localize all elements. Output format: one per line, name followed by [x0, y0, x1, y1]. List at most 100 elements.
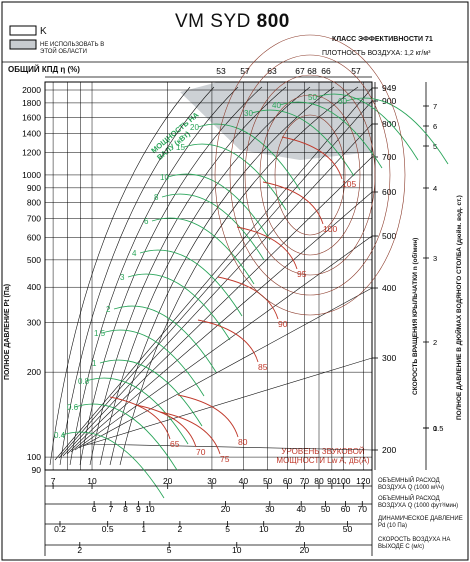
system-curve — [109, 86, 335, 466]
y-tick-label: 200 — [27, 367, 41, 377]
y-tick-label: 300 — [27, 317, 41, 327]
power-curve — [251, 109, 355, 177]
y-tick-label: 1400 — [22, 129, 41, 139]
x-tick-label: 1 — [141, 524, 146, 534]
inch-tick-label: 6 — [433, 122, 437, 131]
y-tick-label: 900 — [27, 183, 41, 193]
power-value-label: 0.6 — [67, 403, 79, 412]
x-tick-label: 50 — [263, 476, 273, 486]
y-tick-label: 700 — [27, 214, 41, 224]
power-curve — [345, 97, 449, 165]
power-curve — [101, 329, 205, 397]
efficiency-tick-label: 63 — [267, 66, 277, 76]
sound-curve — [197, 319, 259, 363]
efficiency-class: КЛАСС ЭФФЕКТИВНОСТИ 71 — [332, 36, 433, 43]
x-tick-label: 90 — [327, 476, 337, 486]
x-axis-label-2: ДИНАМИЧЕСКОЕ ДАВЛЕНИЕ Pd (10 Па) — [378, 516, 463, 529]
y-tick-label: 1000 — [22, 170, 41, 180]
power-value-label: 20 — [190, 123, 199, 132]
x-tick-label: 10 — [145, 504, 155, 514]
power-value-label: 0.8 — [78, 377, 90, 386]
system-curve — [49, 86, 191, 466]
legend-k-label: K — [40, 26, 47, 37]
legend-not-used-swatch — [9, 39, 37, 50]
system-curve — [79, 86, 263, 466]
speed-line — [58, 100, 373, 459]
inch-tick-label: 3 — [433, 254, 437, 263]
x-tick-label: 30 — [265, 504, 275, 514]
x-tick-label: 7 — [109, 504, 114, 514]
speed-tick-label: 900 — [382, 96, 396, 106]
power-curve — [139, 249, 243, 317]
x-tick-label: 5 — [167, 545, 172, 555]
legend-k-swatch — [9, 25, 37, 36]
x-axis-label-1: ОБЪЕМНЫЙ РАСХОД ВОЗДУХА Q (1000 фут³/мин… — [378, 496, 459, 509]
sound-value-label: 65 — [170, 439, 180, 449]
inch-tick-label: 1 — [433, 424, 437, 433]
speed-line — [82, 357, 373, 447]
x-tick-label: 20 — [221, 504, 231, 514]
x-tick-label: 6 — [92, 504, 97, 514]
x-tick-label: 30 — [207, 476, 217, 486]
inch-tick-label: 0.5 — [433, 424, 443, 433]
power-value-label: 1 — [92, 359, 97, 368]
sound-curve — [135, 404, 197, 448]
power-curve — [197, 123, 301, 191]
x-tick-label: 20 — [163, 476, 173, 486]
inch-tick-label: 7 — [433, 102, 437, 111]
sound-value-label: 75 — [220, 454, 230, 464]
power-curve — [315, 93, 419, 161]
sound-value-label: 70 — [196, 447, 206, 457]
air-density: ПЛОТНОСТЬ ВОЗДУХА: 1,2 кг/м³ — [322, 50, 431, 57]
speed-line — [62, 123, 373, 457]
speed-line — [54, 87, 373, 461]
power-curve — [167, 173, 271, 241]
power-value-label: 6 — [144, 217, 149, 226]
legend-not-used-label: НЕ ИСПОЛЬЗОВАТЬ В ЭТОЙ ОБЛАСТИ — [40, 42, 105, 55]
x-tick-label: 40 — [239, 476, 249, 486]
chart-title: VM SYD 800 — [175, 11, 290, 32]
power-curve — [85, 377, 189, 445]
x-tick-label: 70 — [358, 504, 368, 514]
speed-line — [86, 443, 373, 451]
efficiency-tick-label: 67 — [295, 66, 305, 76]
y-tick-label: 1800 — [22, 98, 41, 108]
sound-curve — [159, 411, 221, 455]
speed-line — [74, 235, 373, 451]
x-tick-label: 8 — [123, 504, 128, 514]
y-tick-label: 400 — [27, 282, 41, 292]
sound-value-label: 105 — [342, 179, 356, 189]
power-value-label: 3 — [120, 273, 125, 282]
x-tick-label: 0.2 — [54, 524, 66, 534]
inch-tick-label: 2 — [433, 338, 437, 347]
sound-value-label: 90 — [278, 319, 288, 329]
y-tick-label: 100 — [27, 452, 41, 462]
x-tick-label: 2 — [77, 545, 82, 555]
speed-tick-label: 300 — [382, 353, 396, 363]
speed-tick-label: 200 — [382, 445, 396, 455]
inch-tick-label: 5 — [433, 142, 437, 151]
y-tick-label: 1200 — [22, 148, 41, 158]
y-tick-label: 2000 — [22, 85, 41, 95]
power-curve — [99, 359, 203, 427]
power-value-label: 10 — [160, 173, 169, 182]
power-value-label: 2 — [106, 305, 111, 314]
x-axis-label-0: ОБЪЕМНЫЙ РАСХОД ВОЗДУХА Q (1000 м³/ч) — [378, 478, 444, 491]
y-tick-label: 500 — [27, 255, 41, 265]
efficiency-tick-label: 53 — [216, 66, 226, 76]
x-tick-label: 20 — [295, 524, 305, 534]
y-tick-label: 600 — [27, 233, 41, 243]
y-tick-label: 1600 — [22, 112, 41, 122]
sound-curve — [177, 394, 239, 438]
power-value-label: 50 — [308, 93, 317, 102]
power-curve — [113, 305, 217, 373]
x-tick-label: 100 — [336, 476, 350, 486]
x-tick-label: 7 — [51, 476, 56, 486]
power-curve — [127, 273, 231, 341]
sound-value-label: 100 — [323, 224, 337, 234]
x-tick-label: 10 — [87, 476, 97, 486]
x-tick-label: 10 — [259, 524, 269, 534]
x-tick-label: 5 — [225, 524, 230, 534]
speed-line — [66, 156, 373, 455]
efficiency-contour — [214, 34, 406, 316]
